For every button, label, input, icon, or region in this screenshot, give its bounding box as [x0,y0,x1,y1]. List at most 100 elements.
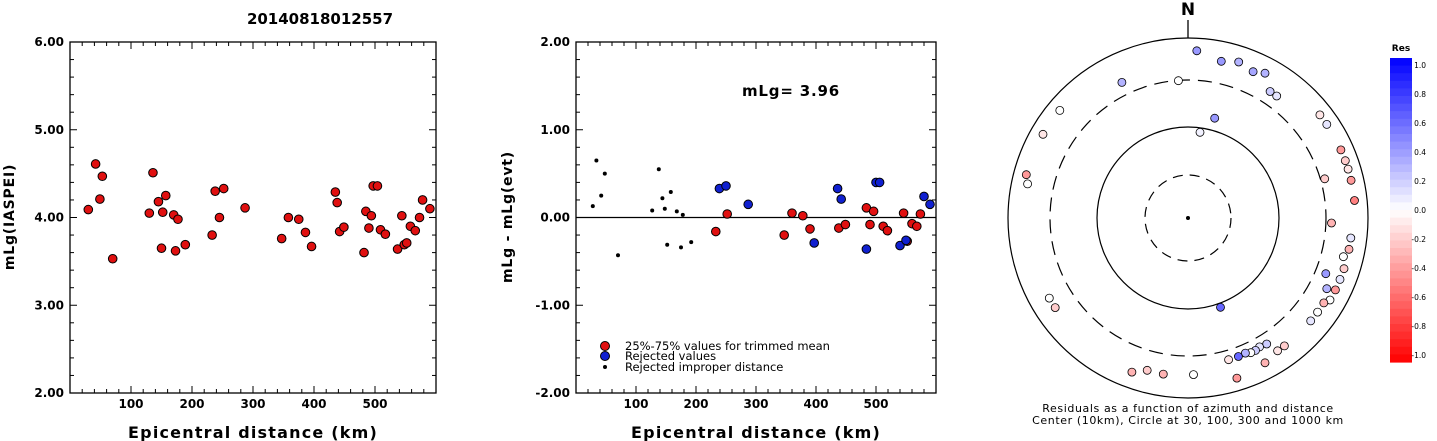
station-point [1331,285,1340,295]
colorbar-segment [1390,331,1412,340]
colorbar: Res 1.0 0.8 0.6 0.4 0.2 0.0 -0.2 -0.4 -0.6 -0.8 -1… [1390,44,1426,363]
colorbar-segment [1390,202,1412,211]
y-tick-label: 4.00 [34,211,64,225]
rejected-residual-point [895,240,905,251]
station-point [1234,57,1244,67]
improper-distance-point [679,245,683,250]
station-point [1142,365,1152,375]
y-tick-label: 2.00 [540,35,570,49]
colorbar-tick-label: -0.6 [1411,293,1426,302]
colorbar-segment [1390,172,1412,181]
station-point [1174,76,1183,86]
station-point [1336,145,1346,155]
improper-distance-point [662,206,667,211]
station-point [1315,110,1325,120]
y-tick-label: 3.00 [34,298,64,312]
mlg-point [414,212,425,223]
colorbar-segment [1390,270,1412,279]
colorbar-segment [1390,96,1412,105]
mlg-point [207,230,217,240]
colorbar-segment [1390,248,1412,257]
ring-1000km [1007,37,1369,399]
station-point [1306,316,1316,326]
colorbar-segment [1390,232,1412,241]
azimuth-caption-line-1: Residuals as a function of azimuth and d… [1042,402,1333,415]
mlg-point [364,223,374,233]
mlg-point [330,187,341,197]
station-point [1273,346,1282,356]
station-point [1038,129,1048,139]
chart-title: 20140818012557 [247,10,393,28]
station-point [1262,339,1272,349]
colorbar-tick-label: 0.0 [1414,206,1426,215]
mlg-point [283,212,294,223]
legend-marker-rejected [600,351,610,361]
legend-label-used: 25%-75% values for trimmed mean [625,339,830,353]
station-point [1192,46,1202,56]
station-point [1321,269,1331,279]
colorbar-segment [1390,210,1412,219]
ring-30km [1144,174,1232,262]
station-point [1322,284,1332,294]
y-axis-label-mlg: mLg(IASPEI) [2,164,18,270]
mlg-point [83,204,94,215]
ring-100km [1096,126,1280,310]
mlg-point [380,229,391,239]
mlg-point [306,241,317,252]
tick-labels-mlg: 100 200 300 400 500 2.00 3.00 4.00 5.00 6.00 [34,35,387,411]
improper-distance-point [668,190,673,195]
station-point [1319,298,1329,308]
improper-distance-point [656,167,661,172]
colorbar-segment [1390,126,1412,135]
colorbar-segment [1390,354,1412,363]
colorbar-segment [1390,134,1412,143]
colorbar-segment [1390,339,1412,348]
mlg-point [144,208,155,218]
mlg-point [240,203,250,213]
station-point [1260,68,1270,78]
colorbar-segment [1390,240,1412,249]
colorbar-segment [1390,65,1412,74]
station-point [1050,303,1060,313]
legend-marker-used [600,341,610,351]
station-point [1117,78,1127,87]
used-residual-point [915,209,926,219]
x-tick-label: 300 [240,397,265,411]
legend-label-improper: Rejected improper distance [625,360,783,374]
colorbar-segment [1390,263,1412,272]
station-point [1021,170,1031,180]
colorbar-tick-label: 0.4 [1414,148,1426,157]
mlg-point [170,246,181,256]
rejected-residual-point [721,181,731,191]
colorbar-title: Res [1392,44,1410,54]
colorbar-segment [1390,103,1412,112]
colorbar-tick-labels: 1.0 0.8 0.6 0.4 0.2 0.0 -0.2 -0.4 -0.6 -0.8 -1.0 [1411,61,1426,360]
mlg-point [107,253,118,264]
station-point [1280,341,1289,351]
used-residual-point [865,219,875,230]
station-point [1232,373,1242,383]
improper-distance-point [599,193,604,198]
rejected-residual-point [832,183,843,194]
station-point [1344,244,1354,254]
colorbar-segment [1390,179,1412,188]
colorbar-segment [1390,346,1412,355]
legend-label-rejected: Rejected values [625,349,716,363]
rejected-residual-point [925,199,935,210]
station-point [1340,156,1350,166]
y-tick-label: 0.00 [540,211,570,225]
colorbar-segment [1390,225,1412,234]
x-axis-label-residuals: Epicentral distance (km) [631,423,881,441]
used-residual-point [722,209,733,219]
colorbar-segment [1390,118,1412,127]
station-point [1350,196,1359,205]
mlg-point [417,195,428,205]
x-tick-label: 100 [623,397,648,411]
improper-distance-point [674,209,679,214]
improper-distance-point [665,242,670,247]
mlg-point [97,171,108,182]
station-point [1241,348,1250,358]
colorbar-segment [1390,255,1412,264]
mlg-point [95,194,105,204]
rejected-residual-point [809,238,820,248]
